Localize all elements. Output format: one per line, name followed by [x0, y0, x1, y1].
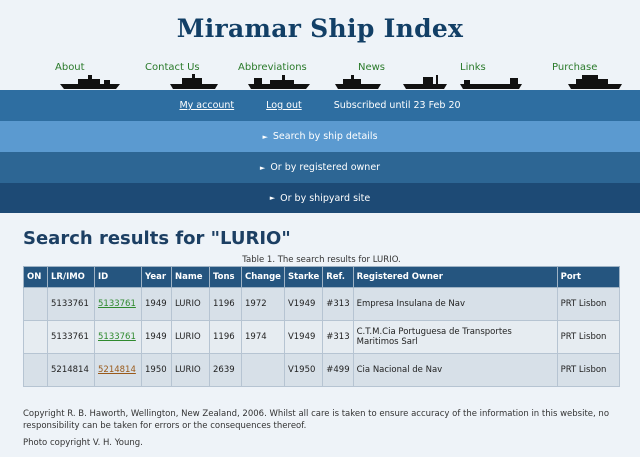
cell-owner: Empresa Insulana de Nav [352, 287, 558, 321]
nav-about-link[interactable]: About [55, 62, 85, 73]
search-by-owner-toggle[interactable]: ► Or by registered owner [0, 152, 640, 183]
nav-abbreviations-link[interactable]: Abbreviations [238, 62, 307, 73]
ship-id-link[interactable]: 5133761 [98, 299, 136, 309]
cell-port: PRT Lisbon [556, 287, 621, 321]
col-header-year: Year [141, 266, 172, 288]
expand-triangle-icon: ► [259, 163, 266, 172]
cell-tons: 1196 [209, 287, 242, 321]
subscription-status: Subscribed until 23 Feb 20 [333, 100, 461, 111]
col-header-port: Port [556, 266, 621, 288]
col-header-tons: Tons [209, 266, 242, 288]
search-by-shipyard-label: Or by shipyard site [280, 192, 371, 204]
results-table: ON LR/IMO ID Year Name Tons Change Stark… [23, 266, 621, 387]
cell-starke: V1949 [283, 287, 324, 321]
account-bar: My account Log out Subscribed until 23 F… [0, 90, 640, 121]
cell-on [23, 287, 48, 321]
ship-silhouette-icon [170, 74, 218, 89]
site-title: Miramar Ship Index [176, 14, 464, 43]
cell-tons: 2639 [209, 353, 242, 387]
top-navigation: About Contact Us Abbreviations News Link… [0, 62, 640, 90]
ship-id-link[interactable]: 5133761 [98, 332, 136, 342]
col-header-lrimo: LR/IMO [47, 266, 95, 288]
nav-news-link[interactable]: News [358, 62, 386, 73]
table-caption: Table 1. The search results for LURIO. [242, 255, 401, 265]
nav-contact-link[interactable]: Contact Us [145, 62, 200, 73]
log-out-link[interactable]: Log out [266, 100, 302, 111]
col-header-change: Change [241, 266, 285, 288]
ship-silhouette-icon [335, 75, 381, 89]
col-header-name: Name [171, 266, 210, 288]
cell-ref: #499 [322, 353, 354, 387]
ship-silhouette-icon [403, 75, 447, 89]
col-header-starke: Starke [283, 266, 324, 288]
cell-name: LURIO [171, 287, 210, 321]
cell-on [23, 353, 48, 387]
copyright-notice: Copyright R. B. Haworth, Wellington, New… [23, 409, 610, 431]
cell-owner: Cia Nacional de Nav [352, 353, 558, 387]
table-row: 5214814 5214814 1950 LURIO 2639 V1950 #4… [23, 353, 621, 387]
nav-links-link[interactable]: Links [460, 62, 486, 73]
cell-id: 5133761 [94, 320, 142, 354]
col-header-owner: Registered Owner [352, 266, 558, 288]
search-by-ship-details-toggle[interactable]: ► Search by ship details [0, 121, 640, 152]
cell-starke: V1949 [283, 320, 324, 354]
cell-ref: #313 [322, 287, 354, 321]
table-row: 5133761 5133761 1949 LURIO 1196 1972 V19… [23, 287, 621, 321]
photo-copyright: Photo copyright V. H. Young. [23, 438, 143, 448]
cell-id: 5133761 [94, 287, 142, 321]
cell-year: 1949 [141, 320, 172, 354]
cell-name: LURIO [171, 353, 210, 387]
cell-year: 1949 [141, 287, 172, 321]
ship-id-link[interactable]: 5214814 [98, 365, 136, 375]
col-header-id: ID [94, 266, 142, 288]
ship-silhouette-icon [60, 75, 120, 89]
search-by-owner-label: Or by registered owner [270, 162, 381, 173]
cell-on [23, 320, 48, 354]
cell-name: LURIO [171, 320, 210, 354]
cell-tons: 1196 [209, 320, 242, 354]
cell-lrimo: 5133761 [47, 287, 95, 321]
results-heading: Search results for "LURIO" [23, 228, 291, 249]
ship-silhouette-icon [460, 78, 522, 89]
col-header-ref: Ref. [322, 266, 354, 288]
cell-port: PRT Lisbon [556, 320, 621, 354]
cell-ref: #313 [322, 320, 354, 354]
cell-starke: V1950 [283, 353, 324, 387]
table-row: 5133761 5133761 1949 LURIO 1196 1974 V19… [23, 320, 621, 354]
footer: Copyright R. B. Haworth, Wellington, New… [23, 408, 623, 449]
my-account-link[interactable]: My account [179, 100, 235, 111]
cell-owner: C.T.M.Cia Portuguesa de Transportes Mari… [352, 320, 558, 354]
cell-lrimo: 5214814 [47, 353, 95, 387]
expand-triangle-icon: ► [262, 132, 268, 141]
table-header-row: ON LR/IMO ID Year Name Tons Change Stark… [23, 266, 621, 288]
cell-port: PRT Lisbon [556, 353, 621, 387]
expand-triangle-icon: ► [269, 194, 276, 202]
cell-id: 5214814 [94, 353, 142, 387]
search-by-ship-details-label: Search by ship details [272, 131, 378, 142]
ship-silhouette-icon [248, 75, 310, 89]
cell-change: 1974 [241, 320, 285, 354]
search-by-shipyard-toggle[interactable]: ► Or by shipyard site [0, 183, 640, 213]
cell-change [241, 353, 285, 387]
cell-lrimo: 5133761 [47, 320, 95, 354]
col-header-on: ON [23, 266, 48, 288]
cell-year: 1950 [141, 353, 172, 387]
nav-purchase-link[interactable]: Purchase [552, 62, 598, 73]
cell-change: 1972 [241, 287, 285, 321]
ship-silhouette-icon [568, 75, 622, 89]
